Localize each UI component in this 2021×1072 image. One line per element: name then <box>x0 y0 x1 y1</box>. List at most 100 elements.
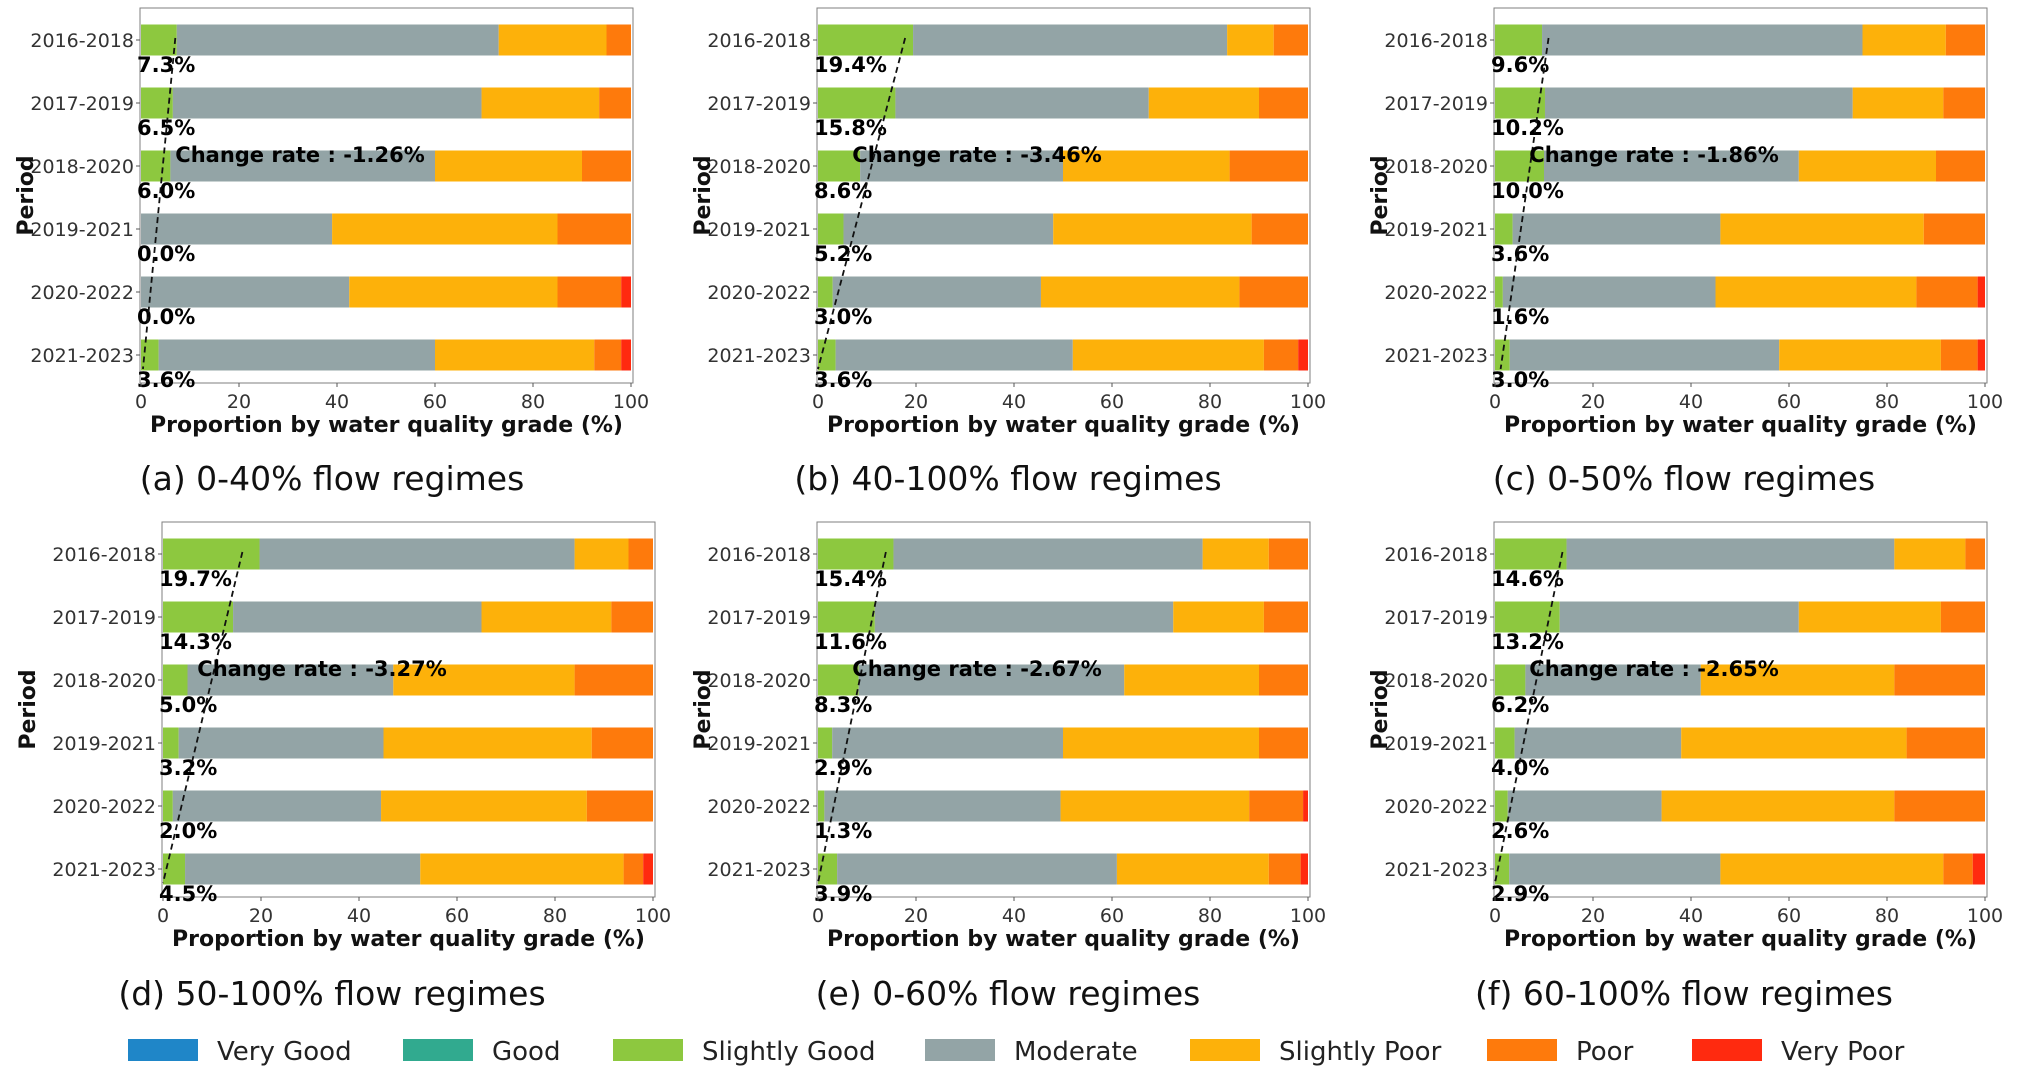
x-tick-label: 80 <box>1875 391 1899 413</box>
trend-line <box>142 37 177 370</box>
bar-segment-slightly-poor-2020-2022 <box>1060 790 1250 822</box>
bar-segment-slightly-good-2019-2021 <box>818 727 833 759</box>
bar-segment-slightly-poor-2021-2023 <box>420 853 624 885</box>
chart-panel-f: 2016-20182017-20192018-20202019-20212020… <box>1368 521 2003 1013</box>
bar-segment-slightly-good-2016-2018 <box>1495 24 1543 56</box>
x-tick-label: 40 <box>1002 391 1026 413</box>
panel-caption: (d) 50-100% flow regimes <box>118 974 545 1013</box>
bar-segment-poor-2021-2023 <box>1943 853 1973 885</box>
x-tick-label: 40 <box>325 391 349 413</box>
bar-segment-slightly-good-2021-2023 <box>163 853 186 885</box>
y-tick-label: 2016-2018 <box>1384 30 1488 52</box>
bar-segment-moderate-2019-2021 <box>178 727 384 759</box>
slightly-good-label: 2.0% <box>159 819 217 843</box>
y-tick-label: 2017-2019 <box>707 607 811 629</box>
plot-frame <box>161 521 656 898</box>
bar-segment-slightly-good-2018-2020 <box>1495 150 1544 182</box>
bar-segment-slightly-poor-2018-2020 <box>1700 664 1895 696</box>
slightly-good-label: 1.6% <box>1491 305 1549 329</box>
y-axis-title: Period <box>14 155 39 235</box>
x-tick-label: 20 <box>904 905 928 927</box>
y-axis-title: Period <box>1368 155 1393 235</box>
bar-segment-slightly-good-2017-2019 <box>1495 87 1545 119</box>
bar-segment-slightly-good-2018-2020 <box>163 664 188 696</box>
panel-caption: (c) 0-50% flow regimes <box>1493 459 1875 498</box>
bar-segment-very-poor-2021-2023 <box>1972 853 1985 885</box>
x-axis-title: Proportion by water quality grade (%) <box>150 413 623 438</box>
y-tick-label: 2016-2018 <box>707 544 811 566</box>
legend-label-good: Good <box>492 1037 560 1067</box>
bar-segment-moderate-2018-2020 <box>187 664 394 696</box>
chart-panel-e: 2016-20182017-20192018-20202019-20212020… <box>691 521 1326 1013</box>
plot-frame <box>139 7 634 384</box>
slightly-good-label: 2.9% <box>1491 882 1549 906</box>
bar-segment-slightly-good-2020-2022 <box>163 790 173 822</box>
bar-segment-poor-2018-2020 <box>1894 664 1985 696</box>
x-tick-label: 60 <box>445 905 469 927</box>
bar-segment-slightly-poor-2016-2018 <box>574 538 629 570</box>
x-tick-label: 20 <box>249 905 273 927</box>
slightly-good-label: 15.8% <box>814 116 887 140</box>
x-tick-label: 20 <box>1581 905 1605 927</box>
bar-segment-moderate-2019-2021 <box>832 727 1063 759</box>
chart-panel-d: 2016-20182017-20192018-20202019-20212020… <box>16 521 671 1013</box>
slightly-good-label: 8.3% <box>814 693 872 717</box>
bar-segment-slightly-poor-2016-2018 <box>1894 538 1966 570</box>
bar-segment-slightly-poor-2019-2021 <box>383 727 592 759</box>
trend-line <box>817 551 887 884</box>
bar-segment-slightly-good-2016-2018 <box>141 24 177 56</box>
bar-segment-moderate-2016-2018 <box>176 24 499 56</box>
x-tick-label: 0 <box>812 905 824 927</box>
y-tick-label: 2016-2018 <box>1384 544 1488 566</box>
bar-segment-poor-2020-2022 <box>1916 276 1978 308</box>
bar-segment-slightly-poor-2019-2021 <box>1720 213 1924 245</box>
bar-segment-poor-2020-2022 <box>1249 790 1304 822</box>
bar-segment-moderate-2021-2023 <box>185 853 421 885</box>
legend-swatch-very-good <box>128 1039 198 1061</box>
plot-frame <box>1493 521 1988 898</box>
bar-segment-poor-2021-2023 <box>594 339 622 371</box>
bar-segment-poor-2019-2021 <box>1259 727 1308 759</box>
bar-segment-slightly-poor-2018-2020 <box>1124 664 1259 696</box>
bar-segment-slightly-poor-2021-2023 <box>1779 339 1941 371</box>
bar-segment-poor-2017-2019 <box>1263 601 1308 633</box>
bar-segment-slightly-poor-2020-2022 <box>349 276 558 308</box>
x-tick-label: 20 <box>227 391 251 413</box>
bar-segment-moderate-2021-2023 <box>1509 853 1721 885</box>
bar-segment-moderate-2016-2018 <box>1542 24 1863 56</box>
x-tick-label: 0 <box>812 391 824 413</box>
bar-segment-slightly-poor-2019-2021 <box>1681 727 1907 759</box>
bar-segment-moderate-2017-2019 <box>233 601 482 633</box>
bar-segment-poor-2020-2022 <box>1239 276 1308 308</box>
bar-segment-poor-2016-2018 <box>628 538 653 570</box>
legend-swatch-good <box>403 1039 473 1061</box>
bar-segment-slightly-good-2016-2018 <box>818 538 894 570</box>
slightly-good-label: 4.5% <box>159 882 217 906</box>
bar-segment-moderate-2020-2022 <box>141 276 350 308</box>
y-tick-label: 2020-2022 <box>30 282 134 304</box>
bar-segment-moderate-2020-2022 <box>824 790 1061 822</box>
chart-panel-c: 2016-20182017-20192018-20202019-20212020… <box>1368 7 2003 498</box>
slightly-good-label: 14.6% <box>1491 567 1564 591</box>
x-tick-label: 0 <box>1489 905 1501 927</box>
bar-segment-slightly-good-2021-2023 <box>141 339 159 371</box>
legend-label-slightly-good: Slightly Good <box>702 1037 875 1067</box>
chart-panel-a: 2016-20182017-20192018-20202019-20212020… <box>14 7 649 498</box>
bar-segment-poor-2016-2018 <box>1965 538 1985 570</box>
bar-segment-slightly-good-2019-2021 <box>818 213 844 245</box>
bar-segment-poor-2018-2020 <box>1259 664 1308 696</box>
y-tick-label: 2021-2023 <box>1384 859 1488 881</box>
bar-segment-slightly-poor-2017-2019 <box>481 601 612 633</box>
y-tick-label: 2017-2019 <box>707 93 811 115</box>
slightly-good-label: 19.4% <box>814 53 887 77</box>
slightly-good-label: 0.0% <box>137 305 195 329</box>
slightly-good-label: 13.2% <box>1491 630 1564 654</box>
bar-segment-slightly-poor-2020-2022 <box>1040 276 1240 308</box>
y-axis-title: Period <box>691 669 716 749</box>
bar-segment-moderate-2021-2023 <box>837 853 1117 885</box>
plot-frame <box>1493 7 1988 384</box>
bar-segment-moderate-2018-2020 <box>858 664 1125 696</box>
bar-segment-slightly-poor-2021-2023 <box>1072 339 1264 371</box>
slightly-good-label: 19.7% <box>159 567 232 591</box>
bar-segment-slightly-good-2017-2019 <box>818 87 896 119</box>
